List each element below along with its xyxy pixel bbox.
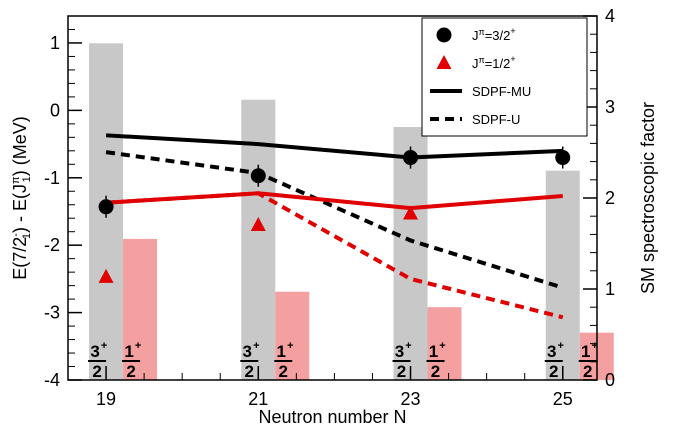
bar-labels-layer: 3 +21 +23 +21 +23 +21 +23 +21 +2	[88, 340, 598, 381]
label-3-2-n21-numerator: 3	[243, 342, 252, 361]
y-right-tick-label: 1	[605, 279, 615, 299]
legend-label-value: =1/2	[485, 56, 511, 71]
label-3-2-n19-numerator: 3	[90, 342, 99, 361]
label-3-2-n25-superscript: +	[558, 340, 564, 352]
label-1-2-n25: 1 +2	[578, 340, 598, 381]
legend-label: Jπ=3/2+	[472, 26, 516, 43]
legend-label-j: J	[472, 28, 479, 43]
legend-entry-0: Jπ=3/2+	[436, 26, 516, 43]
legend-entry-1: Jπ=1/2+	[436, 54, 516, 71]
y-left-tick-label: 1	[50, 33, 60, 53]
label-3-2-n23-denominator: 2	[397, 362, 406, 381]
label-1-2-n23-denominator: 2	[431, 362, 440, 381]
bar-1-2-n23	[427, 307, 462, 380]
x-tick-label: 19	[96, 389, 116, 409]
y-right-tick-label: 2	[605, 188, 615, 208]
label-3-2-n21: 3 +2	[240, 340, 260, 381]
ylabel-part-2: ) - E(J	[10, 184, 30, 233]
bar-3-2-n23	[393, 127, 428, 381]
label-1-2-n21-numerator: 1	[277, 342, 286, 361]
legend-entry-2: SDPF-MU	[430, 84, 531, 99]
label-3-2-n21-denominator: 2	[245, 362, 254, 381]
label-3-2-n21-superscript: +	[253, 340, 259, 352]
label-1-2-n19: 1 +2	[122, 340, 141, 381]
label-1-2-n21: 1 +2	[274, 340, 294, 381]
bar-3-2-n25	[545, 170, 580, 380]
label-1-2-n19-numerator: 1	[124, 342, 133, 361]
bar-1-2-n19	[123, 238, 158, 380]
line-series-0	[105, 133, 563, 160]
label-3-2-n19-superscript: +	[101, 340, 107, 352]
legend-label-pi: π	[479, 27, 485, 37]
point-3-2-n19	[98, 199, 114, 215]
y-right-tick-label: 3	[605, 97, 615, 117]
x-tick-label: 25	[553, 389, 573, 409]
legend-circle-marker	[436, 27, 452, 43]
label-3-2-n23: 3 +2	[392, 340, 412, 381]
legend-label-value: =3/2	[485, 28, 511, 43]
legend-label: Jπ=1/2+	[472, 54, 516, 71]
legend-entry-3: SDPF-U	[430, 112, 520, 127]
legend-label: SDPF-U	[472, 112, 520, 127]
label-3-2-n19: 3 +2	[88, 340, 107, 381]
label-1-2-n21-denominator: 2	[279, 362, 288, 381]
x-tick-label: 23	[401, 389, 421, 409]
label-1-2-n25-numerator: 1	[581, 342, 590, 361]
points-layer	[98, 146, 571, 283]
label-1-2-n21-superscript: +	[287, 340, 293, 352]
legend-label-parity: +	[510, 26, 515, 36]
legend-box	[421, 17, 588, 137]
legend-label-j: J	[472, 56, 479, 71]
point-3-2-n21	[250, 168, 266, 184]
legend-label-parity: +	[510, 54, 515, 64]
label-1-2-n23-superscript: +	[439, 340, 445, 352]
y-axis-left-title: E(7/2-1) - E(Jπ1) (MeV)	[10, 116, 33, 280]
label-3-2-n25: 3 +2	[544, 340, 564, 381]
ylabel-part-3: ) (MeV)	[10, 116, 30, 176]
label-1-2-n19-denominator: 2	[126, 362, 135, 381]
label-1-2-n25-denominator: 2	[583, 362, 592, 381]
ylabel-part-1: E(7/2	[10, 237, 30, 280]
label-3-2-n19-denominator: 2	[92, 362, 101, 381]
bar-1-2-n21	[275, 291, 310, 380]
x-tick-label: 21	[248, 389, 268, 409]
label-3-2-n25-denominator: 2	[549, 362, 558, 381]
point-1-2-n19	[98, 268, 114, 283]
point-3-2-n25	[555, 150, 571, 166]
ylabel-sub-1: 1	[21, 233, 33, 239]
label-1-2-n19-superscript: +	[135, 340, 141, 352]
line-series-3	[105, 191, 564, 320]
y-left-tick-label: 0	[50, 100, 60, 120]
y-right-tick-label: 4	[605, 6, 615, 26]
point-3-2-n23	[403, 150, 419, 166]
y-left-tick-label: -2	[44, 235, 60, 255]
line-series-2	[105, 191, 563, 211]
x-axis-title: Neutron number N	[258, 407, 406, 426]
line-series-1	[105, 150, 564, 290]
y-left-tick-label: -4	[44, 370, 60, 390]
ylabel-sub-2: 1	[21, 176, 33, 182]
legend-label-pi: π	[479, 55, 485, 65]
y-axis-right-title: SM spectroscopic factor	[638, 102, 658, 294]
label-3-2-n25-numerator: 3	[547, 342, 556, 361]
legend-label: SDPF-MU	[472, 84, 531, 99]
legend-triangle-marker	[436, 55, 452, 69]
point-1-2-n21	[250, 216, 266, 231]
y-left-tick-label: -1	[44, 168, 60, 188]
y-left-tick-label: -3	[44, 303, 60, 323]
label-3-2-n23-numerator: 3	[395, 342, 404, 361]
label-1-2-n23: 1 +2	[426, 340, 446, 381]
point-1-2-n23	[403, 205, 419, 220]
ylabel-sup-2: π	[10, 176, 22, 184]
label-1-2-n25-superscript: +	[592, 340, 598, 352]
ylabel-sup-1: -	[10, 233, 22, 237]
label-3-2-n23-superscript: +	[405, 340, 411, 352]
label-1-2-n23-numerator: 1	[429, 342, 438, 361]
lines-layer	[105, 133, 564, 320]
y-right-tick-label: 0	[605, 370, 615, 390]
